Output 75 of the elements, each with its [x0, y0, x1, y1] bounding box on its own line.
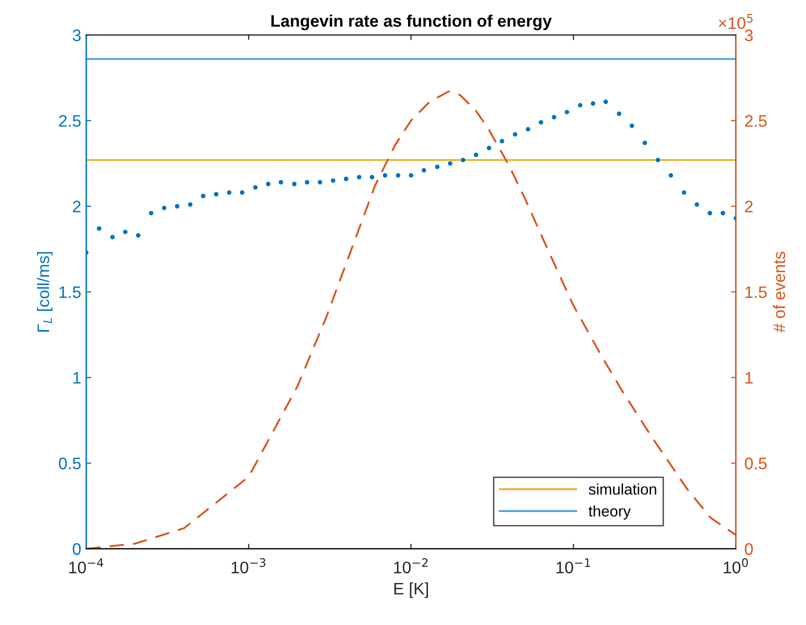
point [486, 146, 492, 150]
point [214, 192, 218, 197]
point [642, 140, 648, 146]
point [266, 182, 270, 186]
y-tick-label: 2 [72, 200, 81, 212]
point [694, 202, 700, 207]
y-tick-label: 1 [73, 372, 81, 384]
point [344, 176, 348, 182]
point [720, 210, 726, 216]
point [370, 174, 374, 180]
point [96, 226, 102, 231]
text: ×10$^{5}$ [718, 14, 753, 30]
point [682, 190, 686, 195]
point [590, 101, 596, 106]
point [603, 100, 608, 104]
legend-label: theory [588, 505, 631, 520]
point [512, 132, 518, 137]
point [708, 210, 712, 216]
point [330, 178, 336, 183]
x-tick-label: 10$^{−1}$ [556, 558, 590, 574]
point [396, 173, 400, 178]
point [668, 173, 674, 178]
point [526, 126, 530, 132]
x-axis-title: E [K] [394, 582, 428, 598]
y-tick-label: 0.5 [58, 458, 81, 470]
point [174, 204, 180, 208]
point [382, 173, 388, 178]
y-tick-label: 3 [72, 29, 81, 42]
chart-title: Langevin rate as function of energy [271, 14, 552, 30]
point [578, 102, 582, 108]
point [304, 180, 310, 185]
point [110, 234, 115, 240]
x-tick-label: 10$^{0}$ [724, 558, 748, 574]
x-tick-label: 10$^{−2}$ [394, 558, 428, 574]
point [318, 180, 322, 185]
y-axis-title: Γ$_{L}$ [coll/ms] [36, 252, 53, 332]
point [136, 233, 140, 238]
point [422, 168, 426, 173]
point [460, 158, 466, 162]
point [500, 138, 504, 144]
y2-tick-label: 3 [744, 29, 753, 42]
x-tick-label: 10$^{−3}$ [232, 558, 266, 574]
point [408, 173, 414, 178]
point [188, 202, 193, 207]
point [278, 180, 284, 185]
y2-tick-label: 2 [745, 200, 753, 212]
point [123, 230, 128, 234]
point [474, 152, 478, 158]
point [656, 158, 660, 162]
legend-label: simulation [588, 483, 656, 495]
point [564, 110, 570, 114]
point [630, 124, 634, 128]
point [148, 210, 154, 216]
y2-tick-label: 1 [745, 372, 753, 384]
point [162, 206, 166, 210]
point [240, 190, 244, 195]
point [552, 114, 556, 120]
y-tick-label: 2.5 [59, 115, 81, 127]
y2-tick-label: 0.5 [744, 458, 767, 470]
point [200, 194, 206, 198]
y2-axis-title: # of events [772, 252, 786, 333]
y-tick-label: 0 [72, 543, 81, 555]
y-tick-label: 1.5 [59, 286, 81, 298]
point [253, 185, 258, 190]
point [448, 161, 452, 166]
y2-tick-label: 0 [744, 543, 753, 555]
x-tick-label: 10$^{−4}$ [69, 558, 104, 574]
point [538, 120, 544, 125]
y2-tick-label: 2.5 [745, 115, 767, 127]
point [435, 164, 440, 170]
point [616, 112, 622, 116]
point [356, 174, 362, 180]
point [292, 182, 297, 186]
point [226, 190, 232, 195]
y2-tick-label: 1.5 [745, 286, 767, 298]
